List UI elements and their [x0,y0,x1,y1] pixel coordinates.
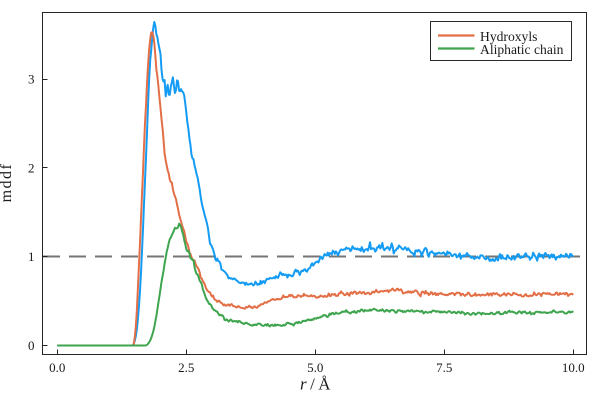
svg-text:0: 0 [28,338,35,353]
svg-text:0.0: 0.0 [49,360,65,375]
svg-text:2: 2 [28,160,35,175]
svg-text:mddf: mddf [0,163,15,203]
svg-text:1: 1 [28,249,35,264]
svg-text:10.0: 10.0 [562,360,585,375]
svg-text:3: 3 [28,72,35,87]
svg-text:Hydroxyls: Hydroxyls [480,29,537,44]
svg-text:Aliphatic chain: Aliphatic chain [480,42,564,57]
svg-text:r/Å: r/Å [300,375,334,394]
svg-text:5.0: 5.0 [307,360,323,375]
svg-text:2.5: 2.5 [178,360,194,375]
svg-text:7.5: 7.5 [436,360,452,375]
